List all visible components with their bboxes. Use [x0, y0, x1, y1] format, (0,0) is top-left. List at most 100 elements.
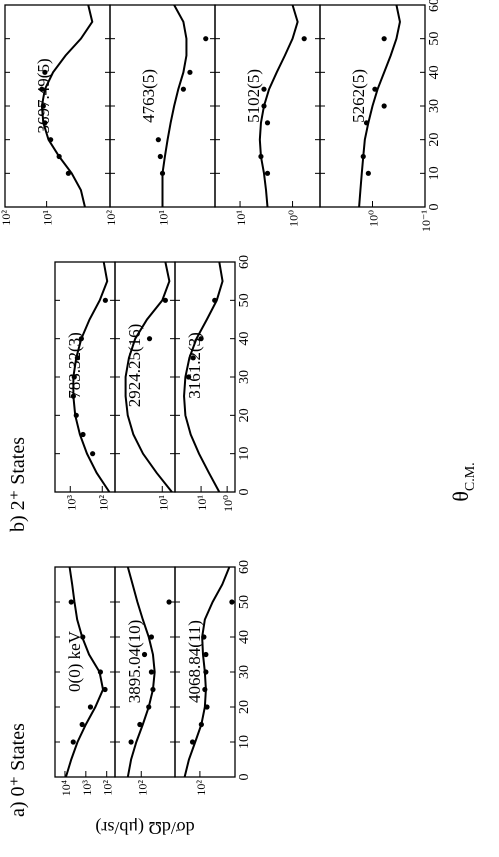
y-tick-label: 10²: [104, 210, 118, 226]
data-point: [97, 669, 104, 675]
data-point: [363, 120, 370, 126]
data-point: [180, 86, 186, 92]
x-tick-label: 20: [237, 700, 252, 714]
fit-curve: [161, 4, 188, 207]
y-tick-label: 10⁰: [367, 210, 381, 227]
x-tick-label: 30: [427, 99, 442, 113]
data-point: [198, 336, 204, 342]
y-tick-label: 10¹: [234, 210, 248, 226]
data-point: [264, 170, 271, 176]
fit-curve: [126, 566, 156, 778]
group-title: a) 0⁺ States: [7, 723, 29, 817]
data-point: [141, 651, 148, 658]
x-axis-label: θC.M.: [448, 462, 478, 501]
panel-frame: [174, 261, 236, 493]
y-tick-label: 10⁰: [287, 210, 301, 227]
data-point: [48, 137, 54, 143]
data-point: [157, 153, 163, 160]
y-tick-label: 10¹: [156, 495, 170, 511]
y-axis-label: dσ/dΩ (μb/sr): [95, 817, 194, 838]
data-point: [258, 153, 264, 160]
x-axis-symbol: θ: [448, 491, 473, 502]
y-tick-label: 10²: [135, 780, 149, 796]
data-point: [78, 336, 84, 342]
data-point: [150, 686, 156, 693]
y-tick-label: 10⁰: [221, 495, 235, 512]
data-point: [204, 704, 210, 710]
y-tick-label: 10³: [64, 495, 78, 511]
x-tick-label: 20: [427, 133, 442, 147]
panel-label: 4068.84(11): [185, 620, 204, 703]
data-point: [42, 120, 48, 126]
x-tick-label: 20: [237, 408, 252, 422]
data-point: [261, 103, 267, 109]
group-title: b) 2⁺ States: [7, 437, 29, 532]
x-tick-label: 50: [237, 293, 252, 307]
data-point: [190, 355, 196, 361]
data-point: [261, 86, 267, 92]
data-point: [301, 36, 307, 42]
data-point: [87, 704, 94, 710]
data-point: [162, 297, 168, 303]
panel-label: 5262(5): [349, 69, 368, 123]
data-point: [137, 721, 143, 728]
data-point: [39, 86, 45, 92]
panel-frame: [54, 566, 116, 778]
y-tick-label: 10¹: [157, 210, 171, 226]
data-point: [146, 336, 153, 342]
panel-label: 3895.04(10): [125, 620, 144, 704]
data-point: [70, 739, 76, 745]
x-tick-label: 60: [427, 0, 442, 12]
data-point: [155, 137, 161, 143]
data-point: [203, 669, 209, 675]
panel-frame: [4, 4, 111, 208]
data-point: [148, 634, 155, 640]
rotated-figure: dσ/dΩ (μb/sr) θC.M. a) 0⁺ States 10⁴ 10³ 10…: [0, 0, 478, 838]
data-point: [79, 721, 85, 728]
data-point: [40, 103, 46, 109]
data-point: [68, 599, 74, 605]
data-point: [203, 651, 209, 658]
data-point: [146, 704, 152, 710]
panel-frame: [114, 566, 176, 778]
data-point: [186, 374, 192, 380]
data-point: [128, 739, 134, 745]
data-point: [187, 69, 193, 75]
x-tick-label: 40: [237, 332, 252, 346]
y-tick-label: 10¹: [41, 210, 55, 226]
data-point: [159, 170, 166, 176]
data-point: [102, 297, 108, 303]
y-tick-label: 10²: [194, 780, 208, 796]
x-tick-label: 10: [427, 166, 442, 180]
data-point: [80, 431, 86, 438]
panel-label: 5102(5): [244, 69, 263, 123]
data-point: [56, 153, 62, 160]
data-point: [264, 120, 271, 126]
y-tick-label: 10²: [0, 210, 13, 226]
data-point: [71, 374, 77, 380]
y-tick-label: 10⁴: [59, 780, 73, 796]
data-point: [212, 297, 218, 303]
data-point: [202, 686, 208, 693]
x-tick-label: 30: [237, 370, 252, 384]
data-point: [148, 669, 155, 675]
x-tick-label: 60: [237, 560, 252, 574]
data-point: [360, 153, 366, 160]
data-point: [74, 355, 80, 361]
fit-curve: [124, 261, 173, 493]
y-tick-label: 10³: [80, 780, 94, 796]
x-tick-label: 0: [427, 204, 442, 211]
panel-frame: [54, 261, 116, 493]
y-tick-label: 10²: [96, 495, 110, 511]
y-tick-label: 10¹: [195, 495, 209, 511]
data-point: [80, 634, 86, 640]
data-point: [70, 393, 76, 399]
panel-label: 3161.2(3): [185, 332, 204, 399]
x-tick-label: 60: [237, 255, 252, 269]
data-point: [381, 36, 387, 42]
data-point: [73, 412, 79, 418]
x-tick-label: 40: [427, 65, 442, 79]
data-point: [102, 686, 108, 693]
fit-curve: [358, 4, 401, 208]
